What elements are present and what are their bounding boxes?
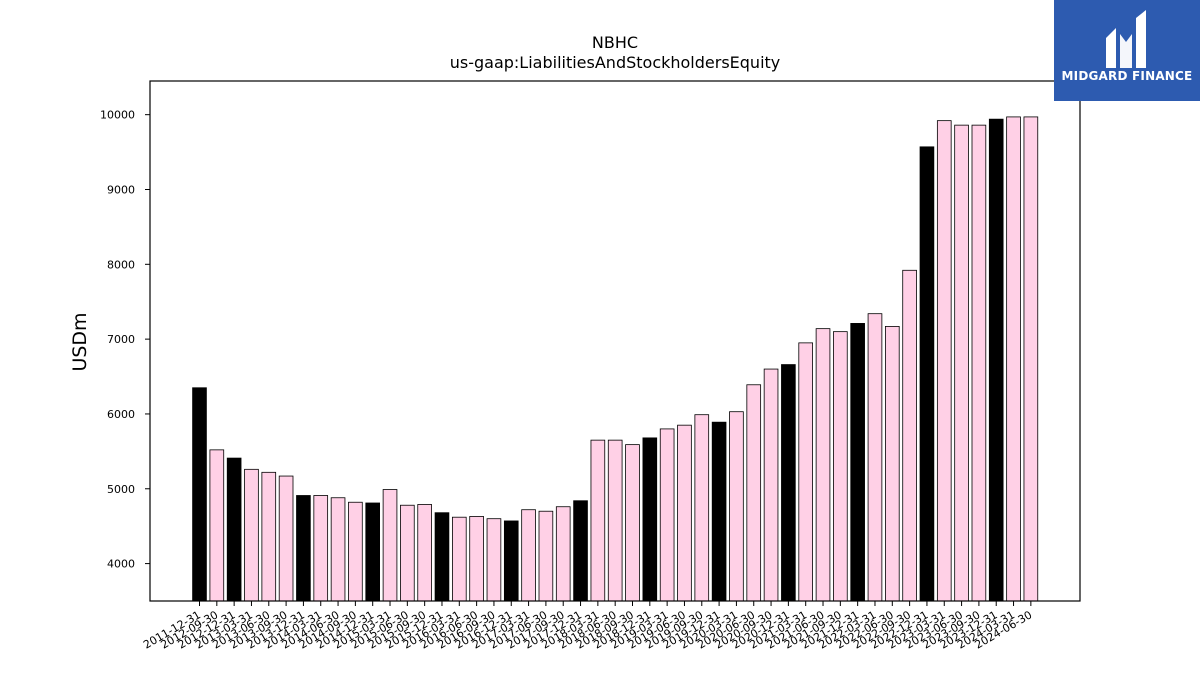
- bar-2017-09-30: [555, 506, 571, 602]
- plot-frame: [149, 80, 1081, 602]
- bar-2011-12-31: [192, 387, 207, 602]
- bar-2012-12-31: [226, 457, 242, 602]
- y-tick-label: 4000: [107, 558, 135, 571]
- y-axis-label: USDm: [69, 312, 91, 371]
- bar-2015-12-31: [434, 512, 450, 602]
- y-tick-label: 8000: [107, 258, 135, 271]
- y-tick-label: 7000: [107, 333, 135, 346]
- bar-2021-03-31: [798, 342, 813, 602]
- bar-2022-06-30: [885, 326, 900, 602]
- y-ticks-group: 4000 5000 6000 7000 8000 9000 10000: [100, 109, 150, 571]
- bar-2016-09-30: [486, 518, 502, 602]
- bar-2018-12-31: [642, 437, 658, 602]
- y-tick-label: 6000: [107, 408, 135, 421]
- logo-text: MIDGARD FINANCE: [1061, 69, 1193, 83]
- bar-2017-12-31: [573, 500, 588, 602]
- chart-subtitle: us-gaap:LiabilitiesAndStockholdersEquity: [450, 53, 781, 72]
- chart-title: NBHC: [592, 33, 638, 52]
- bar-2017-06-30: [538, 510, 554, 602]
- bar-2023-03-31: [936, 120, 952, 602]
- bar-2012-09-30: [209, 449, 225, 602]
- bars-group: [192, 116, 1039, 602]
- bar-2021-09-30: [833, 331, 848, 602]
- y-tick-label: 5000: [107, 483, 135, 496]
- bar-2023-09-30: [971, 124, 987, 602]
- midgard-logo-icon: [1106, 10, 1146, 68]
- bar-2024-03-31: [1006, 116, 1021, 602]
- y-tick-label: 9000: [107, 183, 135, 196]
- bar-2015-06-30: [400, 504, 415, 602]
- bar-2014-03-31: [313, 495, 329, 602]
- bar-2021-06-30: [815, 328, 831, 602]
- bar-2018-09-30: [625, 444, 640, 602]
- bar-2014-06-30: [330, 497, 346, 602]
- bar-2020-09-30: [763, 368, 779, 602]
- bar-2019-12-31: [711, 421, 727, 602]
- bar-2022-09-30: [902, 269, 917, 602]
- bar-2024-06-30: [1023, 116, 1039, 602]
- bar-2013-12-31: [296, 495, 311, 602]
- bar-2019-03-31: [659, 428, 675, 602]
- bar-2022-12-31: [919, 146, 935, 602]
- bar-2020-03-31: [729, 411, 744, 602]
- x-ticks-group: 2011-12-312012-09-302012-12-312013-03-31…: [141, 601, 1034, 652]
- logo-badge: MIDGARD FINANCE: [1054, 0, 1200, 101]
- y-tick-label: 10000: [100, 109, 135, 122]
- bar-2013-06-30: [261, 471, 277, 602]
- bar-2019-09-30: [694, 414, 710, 602]
- bar-2016-06-30: [469, 516, 484, 602]
- bar-2022-03-31: [867, 313, 883, 602]
- bar-2020-06-30: [746, 384, 762, 602]
- bar-2013-03-31: [244, 468, 259, 602]
- bar-2014-09-30: [348, 501, 363, 602]
- bar-2019-06-30: [677, 424, 692, 602]
- bar-2017-03-31: [521, 509, 536, 602]
- bar-2023-06-30: [954, 124, 969, 602]
- bar-2021-12-31: [850, 323, 865, 602]
- bar-2014-12-31: [365, 502, 380, 602]
- bar-2023-12-31: [988, 118, 1004, 602]
- bar-2018-06-30: [607, 439, 623, 602]
- bar-2016-12-31: [503, 520, 519, 602]
- bar-2015-09-30: [417, 504, 432, 602]
- bar-2013-09-30: [278, 475, 294, 602]
- bar-2015-03-31: [382, 489, 398, 602]
- bar-2018-03-31: [590, 439, 606, 602]
- bar-2016-03-31: [451, 516, 467, 602]
- bar-2020-12-31: [781, 364, 796, 602]
